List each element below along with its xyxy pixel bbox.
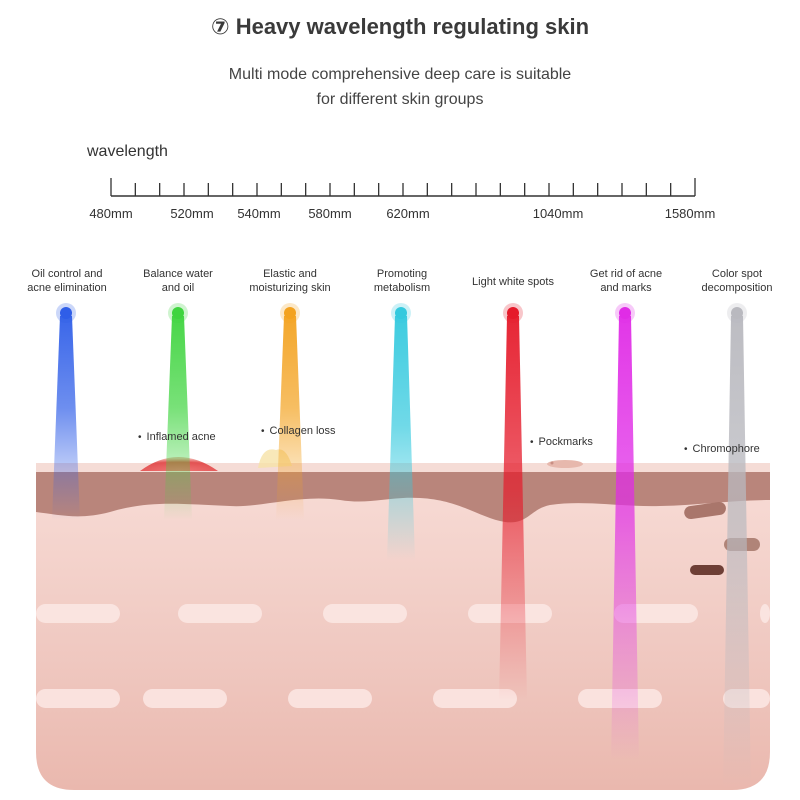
mode-label-line: Oil control and	[31, 268, 103, 280]
mode-label-acne-marks: Get rid of acne and marks	[571, 267, 681, 295]
led-dot	[619, 307, 631, 319]
mode-label-line: metabolism	[373, 282, 431, 294]
chromophore-mark	[684, 501, 726, 520]
light-beam	[723, 316, 751, 790]
subtitle-line-1: Multi mode comprehensive deep care is su…	[228, 66, 572, 83]
mode-label-metabolism: Promoting metabolism	[347, 267, 457, 295]
light-beam	[164, 316, 192, 520]
led-dot	[284, 307, 296, 319]
mode-label-line: and marks	[600, 282, 652, 294]
subtitle-line-2: for different skin groups	[316, 91, 484, 108]
chromophore-mark	[690, 565, 724, 575]
dermal-fiber	[178, 604, 262, 623]
page-title: ⑦ Heavy wavelength regulating skin	[210, 14, 590, 39]
mode-label-line: and oil	[161, 282, 195, 294]
tick-label-1040: 1040mm	[532, 206, 584, 221]
light-beam	[387, 316, 415, 560]
tick-label-540: 540mm	[237, 206, 281, 221]
mode-label-oil-control: Oil control and acne elimination	[12, 267, 122, 295]
dermal-fiber	[143, 689, 227, 708]
annotation-inflamed-acne: Inflamed acne	[138, 431, 216, 443]
mode-label-white-spots: Light white spots	[458, 275, 568, 289]
light-beam	[52, 316, 80, 520]
dermal-fiber	[288, 689, 372, 708]
tick-label-1580: 1580mm	[664, 206, 716, 221]
mode-label-line: decomposition	[701, 282, 773, 294]
wavelength-ruler	[110, 178, 696, 197]
mode-label-line: Promoting	[376, 268, 428, 280]
mode-label-line: moisturizing skin	[249, 282, 331, 294]
led-dot	[395, 307, 407, 319]
mode-label-elastic: Elastic and moisturizing skin	[235, 267, 345, 295]
dermal-fiber	[433, 689, 517, 708]
annotation-pockmarks: Pockmarks	[530, 436, 593, 448]
mode-label-balance-water: Balance water and oil	[123, 267, 233, 295]
light-beam	[276, 316, 304, 520]
light-beam	[611, 316, 639, 760]
tick-label-480: 480mm	[89, 206, 133, 221]
light-beams	[52, 303, 751, 790]
mode-label-line: Get rid of acne	[589, 268, 663, 280]
led-dot	[60, 307, 72, 319]
led-dot	[731, 307, 743, 319]
dermal-fiber	[36, 604, 120, 623]
dermal-fiber	[323, 604, 407, 623]
mode-label-color-spot: Color spot decomposition	[682, 267, 792, 295]
dermal-fiber	[36, 689, 120, 708]
pockmark	[547, 460, 583, 468]
mode-label-line: Balance water	[143, 268, 213, 280]
dermal-fiber	[760, 604, 770, 623]
mode-label-line: Elastic and	[263, 268, 317, 280]
mode-label-line: Color spot	[711, 268, 763, 280]
tick-label-620: 620mm	[386, 206, 430, 221]
wavelength-label: wavelength	[87, 143, 168, 160]
light-beam	[499, 316, 527, 700]
mode-label-line: Light white spots	[472, 276, 554, 288]
mode-label-line: acne elimination	[27, 282, 107, 294]
tick-label-580: 580mm	[308, 206, 352, 221]
led-dot	[507, 307, 519, 319]
annotation-collagen-loss: Collagen loss	[261, 425, 336, 437]
page-subtitle: Multi mode comprehensive deep care is su…	[0, 62, 800, 112]
ruler-ticks	[110, 178, 696, 196]
skin-dermis	[36, 480, 770, 790]
annotation-chromophore: Chromophore	[684, 443, 760, 455]
led-dot	[172, 307, 184, 319]
tick-label-520: 520mm	[170, 206, 214, 221]
